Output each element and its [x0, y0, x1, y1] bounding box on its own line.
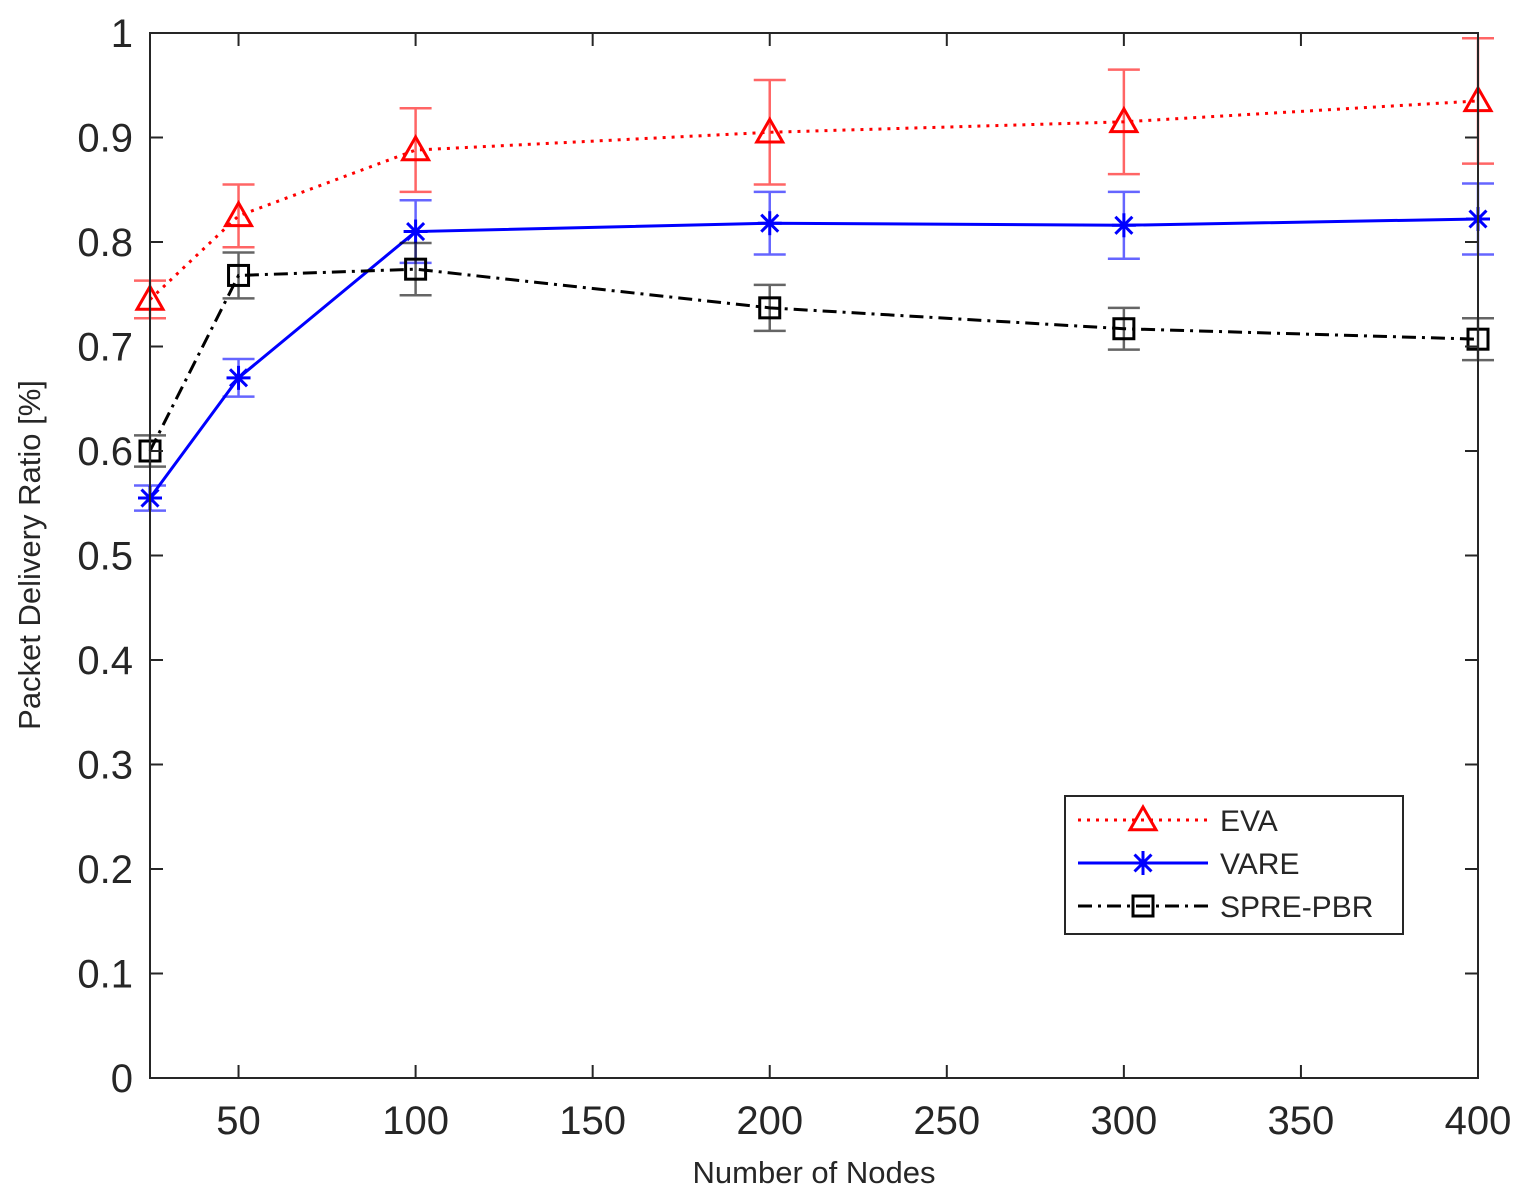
legend-marker [1131, 894, 1155, 918]
data-point [757, 211, 782, 236]
error-bar [753, 78, 786, 186]
y-tick-label: 1 [111, 12, 133, 56]
series-spre-pbr [134, 241, 1494, 468]
legend-box [1064, 795, 1404, 935]
series-eva [134, 36, 1494, 320]
data-point-stroke [1114, 215, 1134, 235]
x-tick-label: 300 [1090, 1099, 1157, 1143]
data-point [1108, 105, 1140, 134]
data-point [758, 296, 782, 320]
data-point [222, 199, 255, 228]
legend-label: VARE [1220, 848, 1299, 881]
legend-label: SPRE-PBR [1220, 891, 1373, 924]
error-bar [399, 106, 432, 194]
y-tick-label: 0.4 [77, 639, 133, 683]
x-tick-label: 150 [559, 1099, 626, 1143]
error-bar [399, 241, 432, 297]
data-point-stroke [406, 222, 426, 242]
data-point [754, 116, 786, 144]
legend-item-eva: EVA [1078, 803, 1278, 838]
series-layer [134, 36, 1494, 512]
y-tick-label: 0.9 [77, 117, 133, 161]
legend-item-spre-pbr: SPRE-PBR [1078, 891, 1373, 924]
data-point-stroke [760, 213, 780, 233]
series-line [148, 217, 1479, 499]
data-point [400, 134, 432, 162]
y-tick-label: 0.1 [77, 953, 133, 997]
x-tick-label: 50 [216, 1099, 261, 1143]
series-line [148, 99, 1479, 301]
y-tick-label: 0.7 [77, 326, 133, 370]
legend-item-vare: VARE [1078, 848, 1299, 881]
legend-marker-stroke [1133, 853, 1153, 873]
legend-items: EVA VARE SPRE-PBR [1078, 803, 1373, 924]
data-point [403, 219, 428, 244]
error-bar [222, 183, 255, 249]
y-tick-label: 0.8 [77, 221, 133, 265]
y-tick-label: 0.5 [77, 535, 133, 579]
x-tick-label: 350 [1268, 1099, 1335, 1143]
x-axis-title: Number of Nodes [693, 1155, 936, 1190]
legend-marker [1131, 851, 1155, 875]
y-tick-label: 0 [111, 1057, 133, 1101]
x-tick-label: 100 [382, 1099, 449, 1143]
data-point [404, 257, 428, 281]
y-axis-title: Packet Delivery Ratio [%] [12, 380, 47, 730]
y-tick-label: 0.6 [77, 430, 133, 474]
legend-marker [1127, 803, 1159, 832]
data-point [1112, 317, 1136, 341]
y-tick-label: 0.3 [77, 744, 133, 788]
data-point-stroke [228, 368, 249, 388]
data-point [227, 263, 251, 287]
y-tick-label: 0.2 [77, 848, 133, 892]
data-point [1111, 213, 1136, 238]
series-line [148, 267, 1479, 452]
x-tick-label: 250 [913, 1099, 980, 1143]
legend: EVA VARE SPRE-PBR [1064, 795, 1404, 935]
data-point [226, 365, 251, 390]
tick-layer: 50 100 150 200 250 300 350 400 0 0.1 0.2 0.3 0.4 0.5 0… [77, 12, 1511, 1143]
x-tick-label: 400 [1445, 1099, 1512, 1143]
legend-label: EVA [1220, 805, 1278, 838]
x-tick-label: 200 [736, 1099, 803, 1143]
